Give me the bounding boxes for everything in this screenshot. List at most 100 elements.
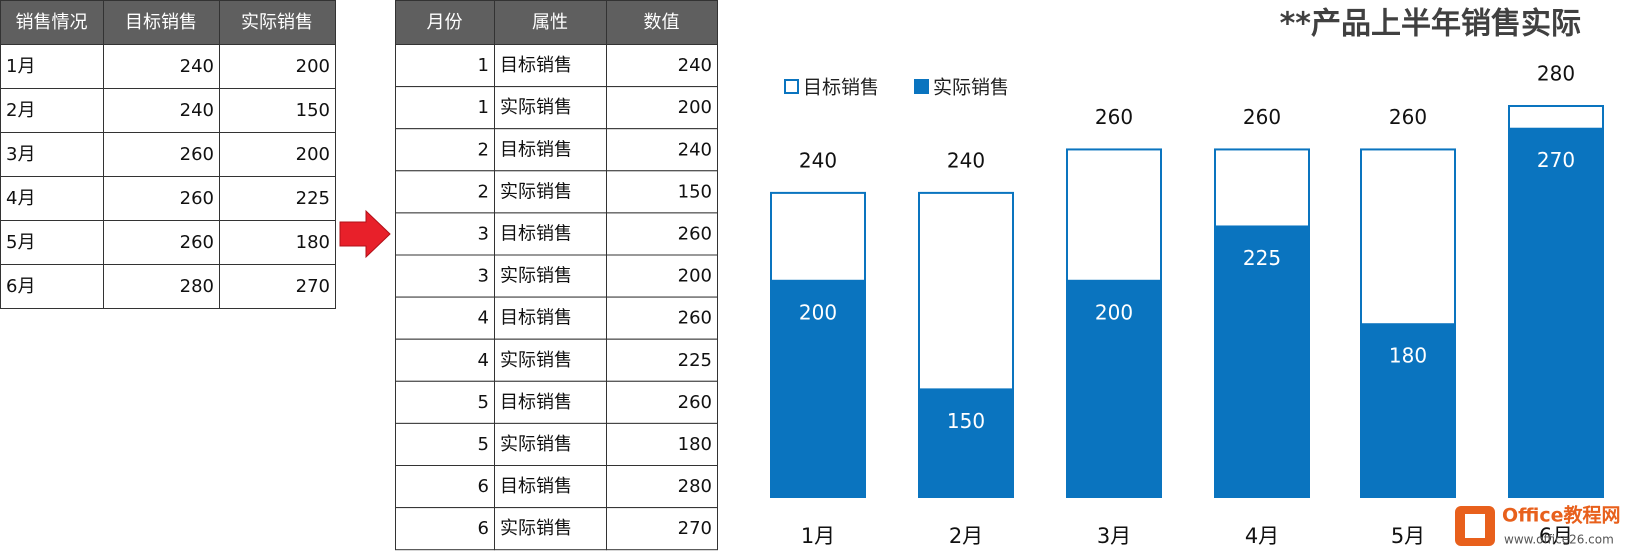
actual-bar xyxy=(919,388,1013,497)
header-text: 属性 xyxy=(532,12,568,33)
table-cell xyxy=(606,254,718,298)
table-cell xyxy=(606,128,718,172)
table-cell xyxy=(494,422,607,466)
cell-text: 225 xyxy=(678,350,712,371)
header-cell xyxy=(395,0,495,45)
table-cell xyxy=(219,220,336,265)
table-cell xyxy=(103,220,220,265)
table-cell xyxy=(494,380,607,424)
table-cell xyxy=(103,176,220,221)
cell-text: 240 xyxy=(678,139,712,160)
table-cell xyxy=(103,264,220,309)
header-cell xyxy=(494,0,607,45)
actual-label: 200 xyxy=(799,300,837,324)
cell-text: 目标销售 xyxy=(500,55,572,76)
cell-text: 实际销售 xyxy=(500,518,572,539)
target-label: 240 xyxy=(799,148,837,172)
table-cell xyxy=(0,132,104,177)
x-tick-label: 4月 xyxy=(1245,524,1279,548)
actual-label: 270 xyxy=(1537,148,1575,172)
header-text: 销售情况 xyxy=(16,12,88,33)
cell-text: 260 xyxy=(180,232,214,253)
legend-swatch xyxy=(914,79,929,94)
cell-text: 225 xyxy=(296,188,330,209)
cell-text: 1 xyxy=(478,55,489,76)
arrow xyxy=(339,209,391,259)
cell-text: 目标销售 xyxy=(500,139,572,160)
actual-bar xyxy=(1361,323,1455,497)
cell-text: 6月 xyxy=(6,276,35,297)
cell-text: 200 xyxy=(296,144,330,165)
cell-text: 200 xyxy=(678,97,712,118)
legend-label: 目标销售 xyxy=(803,77,879,99)
table-cell xyxy=(606,212,718,256)
cell-text: 3 xyxy=(478,266,489,287)
cell-text: 240 xyxy=(180,56,214,77)
table-cell xyxy=(395,86,495,130)
cell-text: 260 xyxy=(180,144,214,165)
cell-text: 目标销售 xyxy=(500,308,572,329)
watermark-title: Office教程网 xyxy=(1502,504,1621,527)
x-tick-label: 6月 xyxy=(1539,524,1573,548)
table-cell xyxy=(606,44,718,88)
table-cell xyxy=(606,170,718,214)
table-cell xyxy=(395,128,495,172)
x-tick-label: 3月 xyxy=(1097,524,1131,548)
table-cell xyxy=(606,380,718,424)
cell-text: 150 xyxy=(296,100,330,121)
cell-text: 280 xyxy=(180,276,214,297)
cell-text: 5 xyxy=(478,434,489,455)
actual-bar xyxy=(1215,225,1309,497)
table-cell xyxy=(395,44,495,88)
table-cell xyxy=(219,132,336,177)
table-cell xyxy=(606,296,718,340)
cell-text: 2月 xyxy=(6,100,35,121)
cell-text: 240 xyxy=(180,100,214,121)
cell-text: 5 xyxy=(478,392,489,413)
cell-text: 180 xyxy=(296,232,330,253)
cell-text: 6 xyxy=(478,518,489,539)
table-cell xyxy=(395,254,495,298)
table-cell xyxy=(494,507,607,551)
cell-text: 260 xyxy=(678,392,712,413)
target-label: 260 xyxy=(1389,105,1427,129)
header-cell xyxy=(219,0,336,45)
table-cell xyxy=(219,44,336,89)
cell-text: 3月 xyxy=(6,144,35,165)
header-text: 目标销售 xyxy=(125,12,197,33)
table-cell xyxy=(395,338,495,382)
table-cell xyxy=(395,465,495,509)
x-tick-label: 1月 xyxy=(801,524,835,548)
actual-bar xyxy=(1067,279,1161,497)
actual-bar xyxy=(771,279,865,497)
cell-text: 2 xyxy=(478,181,489,202)
watermark-icon-inner xyxy=(1465,514,1485,538)
actual-label: 180 xyxy=(1389,344,1427,368)
cell-text: 260 xyxy=(678,223,712,244)
target-label: 240 xyxy=(947,148,985,172)
table-cell xyxy=(606,422,718,466)
actual-label: 150 xyxy=(947,409,985,433)
cell-text: 200 xyxy=(296,56,330,77)
target-label: 260 xyxy=(1095,105,1133,129)
header-text: 实际销售 xyxy=(241,12,313,33)
table-cell xyxy=(395,380,495,424)
cell-text: 180 xyxy=(678,434,712,455)
table-cell xyxy=(103,88,220,133)
cell-text: 280 xyxy=(678,476,712,497)
cell-text: 240 xyxy=(678,55,712,76)
cell-text: 1月 xyxy=(6,56,35,77)
cell-text: 1 xyxy=(478,97,489,118)
table-cell xyxy=(0,220,104,265)
cell-text: 实际销售 xyxy=(500,350,572,371)
table-cell xyxy=(395,212,495,256)
cell-text: 200 xyxy=(678,266,712,287)
x-tick-label: 2月 xyxy=(949,524,983,548)
cell-text: 270 xyxy=(296,276,330,297)
legend-swatch xyxy=(784,79,799,94)
cell-text: 实际销售 xyxy=(500,434,572,455)
chart-title: **产品上半年销售实际 xyxy=(1280,7,1581,42)
cell-text: 4月 xyxy=(6,188,35,209)
